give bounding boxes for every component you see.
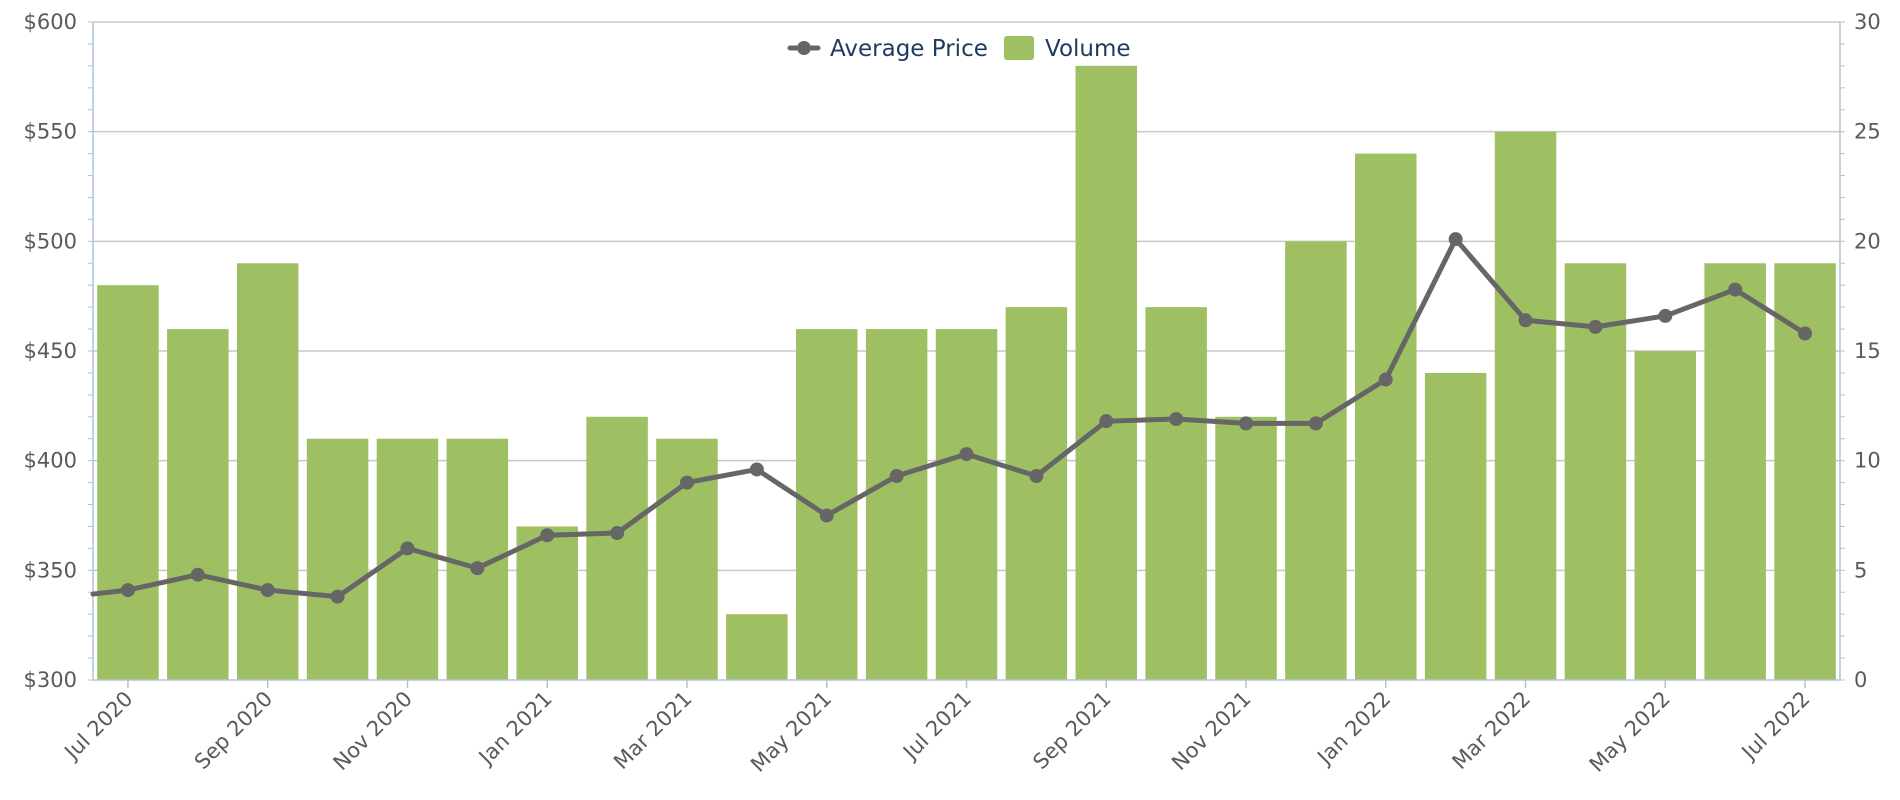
point-average-price <box>330 589 345 604</box>
point-average-price <box>1658 308 1673 323</box>
x-axis-tick-label: Jul 2021 <box>897 687 976 766</box>
x-axis-tick-label: Sep 2020 <box>190 687 277 774</box>
right-axis-tick-label: 10 <box>1854 449 1881 473</box>
left-axis-tick-label: $450 <box>24 339 77 363</box>
point-average-price <box>120 583 135 598</box>
point-average-price <box>959 447 974 462</box>
line-layer <box>90 232 1813 604</box>
bar-volume <box>1355 153 1417 681</box>
right-axis-tick-label: 0 <box>1854 668 1867 692</box>
point-average-price <box>610 526 625 541</box>
legend-item-volume[interactable]: Volume <box>1004 36 1131 62</box>
bar-layer <box>97 65 1836 681</box>
x-axis-tick-label: May 2021 <box>746 687 836 777</box>
right-axis-tick-label: 15 <box>1854 339 1881 363</box>
point-average-price <box>1728 282 1743 297</box>
x-axis-tick-label: May 2022 <box>1585 687 1675 777</box>
legend-label-average-price: Average Price <box>830 36 988 62</box>
legend-dot-marker <box>797 41 811 55</box>
bar-volume <box>1005 307 1068 680</box>
x-axis-tick-label: Jan 2021 <box>473 687 557 771</box>
point-average-price <box>1029 469 1044 484</box>
point-average-price <box>1588 319 1603 334</box>
bar-volume <box>1494 131 1557 680</box>
point-average-price <box>400 541 415 556</box>
bar-volume <box>97 285 159 680</box>
bar-volume <box>1215 416 1277 680</box>
x-axis-tick-label: Jan 2022 <box>1312 687 1396 771</box>
bar-volume <box>1704 263 1766 680</box>
point-average-price <box>889 469 904 484</box>
bar-volume <box>656 438 718 680</box>
point-average-price <box>540 528 555 543</box>
bar-volume <box>1424 372 1487 680</box>
x-axis-tick-label: Jul 2022 <box>1736 687 1815 766</box>
bar-volume <box>376 438 439 680</box>
bar-volume <box>516 526 578 680</box>
point-average-price <box>1378 372 1393 387</box>
point-average-price <box>819 508 834 523</box>
legend-label-volume: Volume <box>1045 36 1131 62</box>
point-average-price <box>1448 232 1463 247</box>
right-axis-tick-label: 30 <box>1854 10 1881 34</box>
left-axis-tick-label: $350 <box>24 558 77 582</box>
bar-volume <box>1774 263 1836 680</box>
point-average-price <box>1169 411 1184 426</box>
legend-item-average-price[interactable]: Average Price <box>787 36 988 62</box>
x-axis-tick-label: Jul 2020 <box>59 687 138 766</box>
x-axis-tick-label: Mar 2021 <box>609 687 697 775</box>
point-average-price <box>190 567 205 582</box>
x-axis-tick-label: Nov 2020 <box>329 687 417 775</box>
x-axis-tick-label: Mar 2022 <box>1448 687 1536 775</box>
bar-volume <box>236 263 299 680</box>
legend[interactable]: Average Price Volume <box>787 36 1131 62</box>
right-axis-tick-label: 25 <box>1854 120 1881 144</box>
point-average-price <box>679 475 694 490</box>
point-average-price <box>1239 416 1254 431</box>
point-average-price <box>1798 326 1813 341</box>
point-average-price <box>749 462 764 477</box>
x-axis-tick-label: Sep 2021 <box>1028 687 1115 774</box>
point-average-price <box>1518 313 1533 328</box>
left-axis-tick-label: $550 <box>24 120 77 144</box>
bar-volume <box>1285 241 1347 681</box>
bar-volume <box>1145 307 1207 680</box>
left-axis-tick-label: $500 <box>24 229 77 253</box>
point-average-price <box>470 561 485 576</box>
point-average-price <box>1308 416 1323 431</box>
point-average-price <box>260 583 275 598</box>
left-axis-tick-label: $400 <box>24 449 77 473</box>
bar-volume <box>1634 351 1697 680</box>
legend-swatch-volume <box>1004 36 1034 60</box>
x-axis-tick-label: Nov 2021 <box>1167 687 1255 775</box>
point-average-price <box>1099 414 1114 429</box>
right-axis-tick-label: 5 <box>1854 558 1867 582</box>
bar-volume <box>935 329 998 680</box>
bar-volume <box>1075 65 1138 680</box>
right-axis-tick-label: 20 <box>1854 229 1881 253</box>
bar-volume <box>726 614 788 680</box>
left-axis-tick-label: $600 <box>24 10 77 34</box>
bar-volume <box>167 329 229 680</box>
bar-volume <box>865 329 928 680</box>
left-axis-tick-label: $300 <box>24 668 77 692</box>
bar-volume <box>306 438 369 680</box>
bar-volume <box>586 416 648 680</box>
